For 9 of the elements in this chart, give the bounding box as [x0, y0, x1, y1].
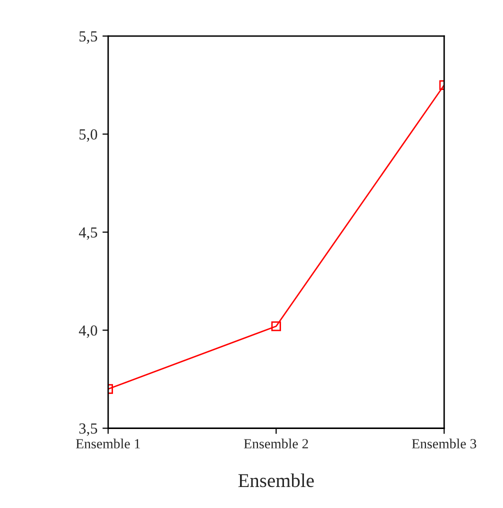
y-tick-label: 3,5 — [79, 423, 98, 436]
y-tick-label: 4,0 — [78, 325, 98, 338]
x-tick-label: Ensemble 3 — [412, 438, 476, 448]
x-axis-title: Ensemble — [238, 473, 314, 488]
x-tick-label: Ensemble 2 — [244, 438, 308, 448]
y-tick-label: 5,0 — [80, 129, 98, 142]
x-tick-label: Ensemble 1 — [76, 438, 140, 448]
y-tick-label: 5,5 — [80, 31, 98, 44]
y-tick-label: 4,5 — [78, 227, 98, 240]
